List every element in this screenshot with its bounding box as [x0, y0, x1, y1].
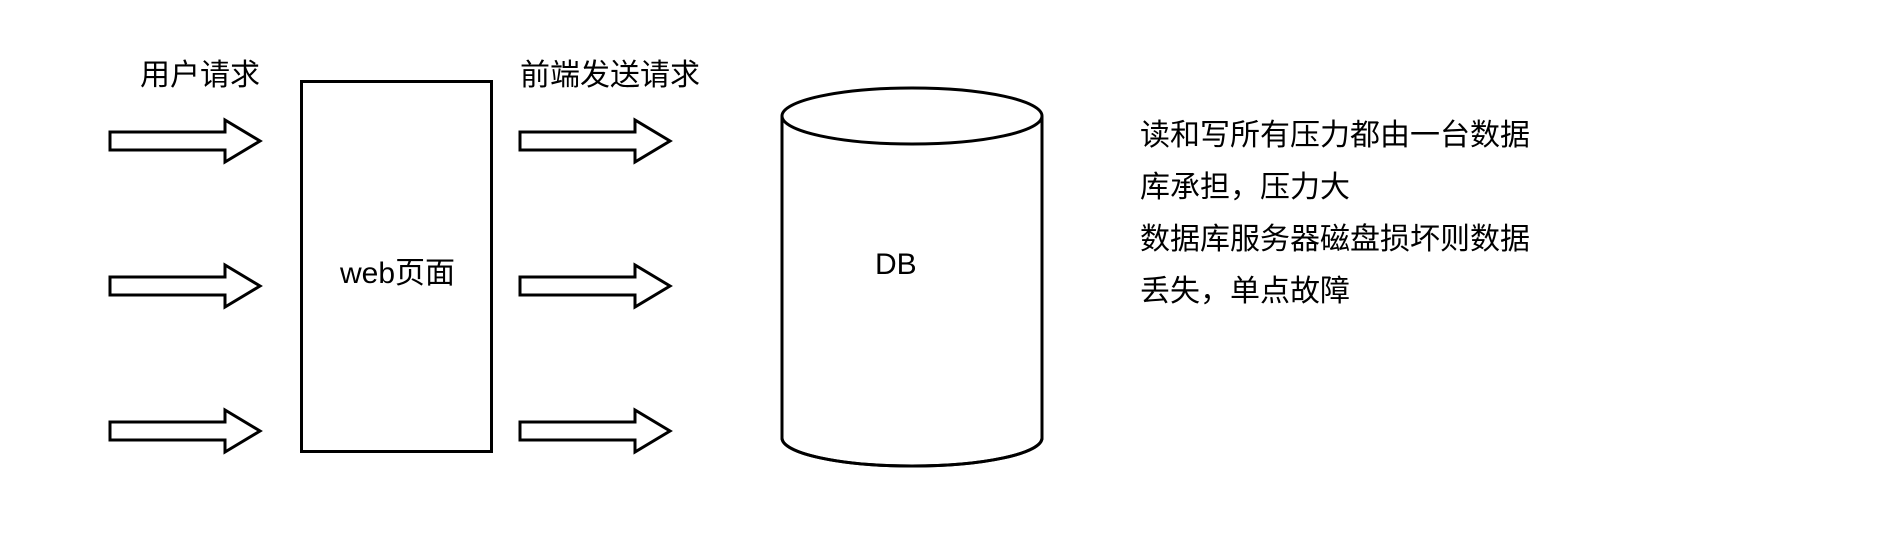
arrow-frontend-3 [520, 410, 680, 470]
arrow-frontend-1 [520, 120, 680, 180]
web-page-label: web页面 [340, 248, 455, 292]
desc-line-4: 丢失，单点故障 [1140, 266, 1820, 318]
arrow-user-2 [110, 265, 270, 325]
arrow-frontend-2 [520, 265, 680, 325]
frontend-request-label: 前端发送请求 [520, 50, 700, 94]
db-label: DB [875, 248, 917, 282]
desc-line-1: 读和写所有压力都由一台数据 [1140, 110, 1820, 162]
desc-line-2: 库承担，压力大 [1140, 162, 1820, 214]
arrow-user-1 [110, 120, 270, 180]
desc-line-3: 数据库服务器磁盘损坏则数据 [1140, 214, 1820, 266]
arrow-user-3 [110, 410, 270, 470]
user-request-label: 用户请求 [140, 50, 260, 94]
description-block: 读和写所有压力都由一台数据 库承担，压力大 数据库服务器磁盘损坏则数据 丢失，单… [1140, 110, 1820, 318]
diagram-canvas: 用户请求 前端发送请求 web页面 DB 读和写所有压力都由一台数据 库承担，压… [0, 0, 1900, 556]
